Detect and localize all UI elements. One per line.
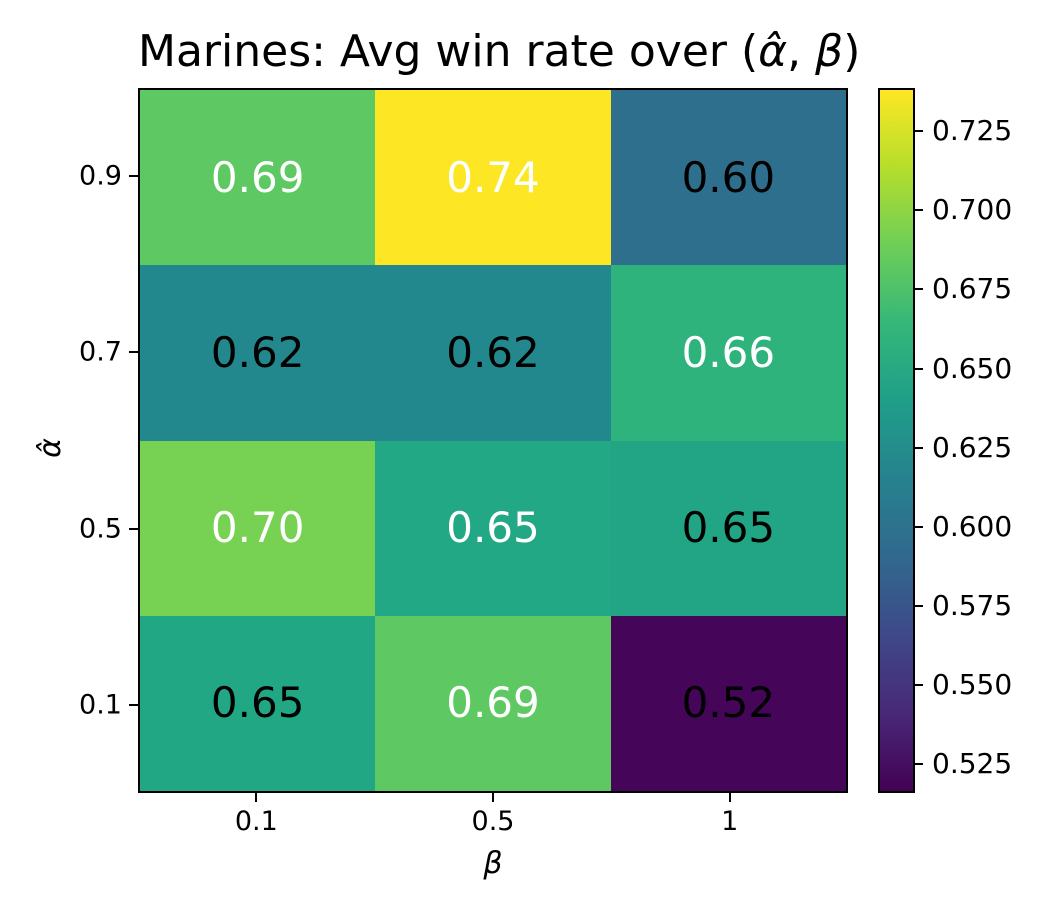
colorbar-tick-label: 0.550 xyxy=(932,668,1013,702)
colorbar-tick-mark xyxy=(914,209,923,212)
colorbar-tick-mark xyxy=(914,288,923,291)
heatmap-cell: 0.52 xyxy=(610,615,846,791)
colorbar-tick-label: 0.575 xyxy=(932,589,1013,623)
x-tick-mark xyxy=(255,793,258,802)
x-axis-label: β xyxy=(483,846,503,881)
colorbar-ticks: 0.725 0.700 0.675 0.650 0.625 0.600 0.575 0.550… xyxy=(914,88,1040,793)
chart-title: Marines: Avg win rate over (α̂, β) xyxy=(138,26,860,78)
y-tick-mark xyxy=(129,175,138,178)
x-tick-label: 0.5 xyxy=(471,806,515,837)
heatmap-cell: 0.62 xyxy=(140,265,376,441)
x-tick-mark xyxy=(492,793,494,802)
colorbar-tick-label: 0.600 xyxy=(932,509,1013,543)
heatmap-axes: 0.69 0.74 0.60 0.62 0.62 0.66 0.70 0.65 0.65 0.65… xyxy=(138,88,848,793)
title-beta-symbol: β xyxy=(815,26,844,77)
heatmap-cell: 0.69 xyxy=(375,615,611,791)
title-text-suffix: ) xyxy=(843,26,861,77)
colorbar-tick-mark xyxy=(914,130,923,133)
colorbar-gradient xyxy=(880,90,913,791)
heatmap-cell: 0.65 xyxy=(375,440,611,616)
colorbar-tick-label: 0.625 xyxy=(932,430,1013,464)
colorbar-tick-label: 0.525 xyxy=(932,747,1013,781)
colorbar-tick-label: 0.725 xyxy=(932,114,1013,148)
heatmap-cell: 0.69 xyxy=(140,90,376,266)
title-separator: , xyxy=(787,26,816,77)
colorbar-tick-mark xyxy=(914,684,923,687)
heatmap-cell: 0.62 xyxy=(375,265,611,441)
y-tick-label: 0.9 xyxy=(79,160,122,192)
heatmap-cell: 0.74 xyxy=(375,90,611,266)
y-tick-mark xyxy=(129,703,138,706)
x-tick-label: 0.1 xyxy=(234,806,278,837)
colorbar-tick-mark xyxy=(914,446,923,449)
colorbar xyxy=(878,88,915,793)
y-tick-mark xyxy=(129,351,138,354)
heatmap-grid: 0.69 0.74 0.60 0.62 0.62 0.66 0.70 0.65 0.65 0.65… xyxy=(140,90,846,791)
y-axis-ticks: 0.9 0.7 0.5 0.1 xyxy=(0,88,138,793)
colorbar-tick-mark xyxy=(914,525,923,528)
heatmap-cell: 0.70 xyxy=(140,440,376,616)
y-tick-label: 0.7 xyxy=(79,336,122,368)
heatmap-cell: 0.60 xyxy=(610,90,846,266)
x-tick-mark xyxy=(728,793,731,802)
colorbar-tick-label: 0.650 xyxy=(932,351,1013,385)
heatmap-cell: 0.65 xyxy=(140,615,376,791)
y-tick-mark xyxy=(129,527,138,530)
x-tick-label: 1 xyxy=(721,806,739,837)
y-tick-label: 0.1 xyxy=(79,689,122,721)
colorbar-tick-mark xyxy=(914,605,923,608)
title-text-prefix: Marines: Avg win rate over ( xyxy=(138,26,759,77)
colorbar-tick-mark xyxy=(914,367,923,370)
x-axis-ticks: 0.1 0.5 1 xyxy=(138,791,848,851)
heatmap-cell: 0.66 xyxy=(610,265,846,441)
colorbar-tick-label: 0.700 xyxy=(932,193,1013,227)
title-alpha-hat-symbol: α̂ xyxy=(758,26,788,77)
y-tick-label: 0.5 xyxy=(79,513,122,545)
colorbar-tick-label: 0.675 xyxy=(932,272,1013,306)
colorbar-tick-mark xyxy=(914,763,923,766)
heatmap-cell: 0.65 xyxy=(610,440,846,616)
